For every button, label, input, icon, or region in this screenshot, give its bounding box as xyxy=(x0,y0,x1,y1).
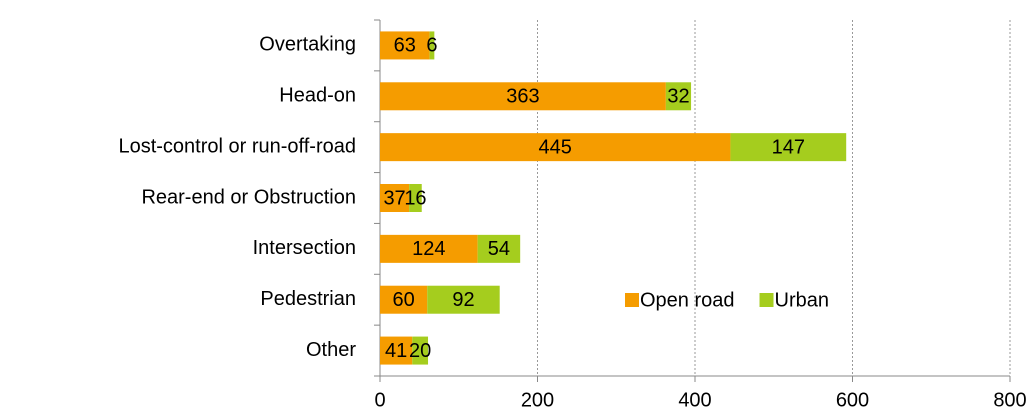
y-tick-label: Rear-end or Obstruction xyxy=(141,186,356,208)
y-tick-label: Overtaking xyxy=(259,34,356,56)
x-tick-label: 800 xyxy=(993,389,1026,411)
legend-label: Open road xyxy=(640,289,735,311)
bar xyxy=(380,31,430,60)
data-label: 363 xyxy=(506,86,539,108)
x-tick-label: 200 xyxy=(521,389,554,411)
data-label: 60 xyxy=(393,289,415,311)
bar xyxy=(380,336,413,365)
data-label: 54 xyxy=(488,238,510,260)
data-label: 20 xyxy=(409,340,431,362)
x-tick-label: 600 xyxy=(836,389,869,411)
x-tick-label: 400 xyxy=(678,389,711,411)
y-tick-label: Other xyxy=(306,339,356,361)
bar xyxy=(429,31,435,60)
data-label: 124 xyxy=(412,238,445,260)
y-tick-label: Pedestrian xyxy=(260,288,356,310)
bar xyxy=(380,234,478,263)
legend-label: Urban xyxy=(775,289,829,311)
bar xyxy=(477,234,521,263)
data-label: 63 xyxy=(394,35,416,57)
data-label: 41 xyxy=(385,340,407,362)
legend-swatch xyxy=(759,293,774,307)
y-tick-label: Lost-control or run-off-road xyxy=(118,135,356,157)
bar xyxy=(409,184,422,212)
bar xyxy=(380,285,428,314)
x-tick-label: 0 xyxy=(374,389,385,411)
data-label: 16 xyxy=(404,187,426,209)
y-tick-label: Head-on xyxy=(279,85,356,107)
bar xyxy=(412,336,429,365)
bar xyxy=(665,82,692,111)
data-label: 6 xyxy=(426,35,437,57)
bar xyxy=(730,133,847,162)
data-label: 92 xyxy=(452,289,474,311)
data-label: 147 xyxy=(772,136,805,158)
legend-swatch xyxy=(625,293,639,307)
data-label: 32 xyxy=(667,86,689,108)
y-tick-label: Intersection xyxy=(253,237,356,259)
data-label: 445 xyxy=(539,136,572,158)
bar xyxy=(380,184,410,212)
data-label: 37 xyxy=(383,187,405,209)
bar xyxy=(380,82,666,111)
bar xyxy=(380,133,731,162)
bar xyxy=(427,285,500,314)
